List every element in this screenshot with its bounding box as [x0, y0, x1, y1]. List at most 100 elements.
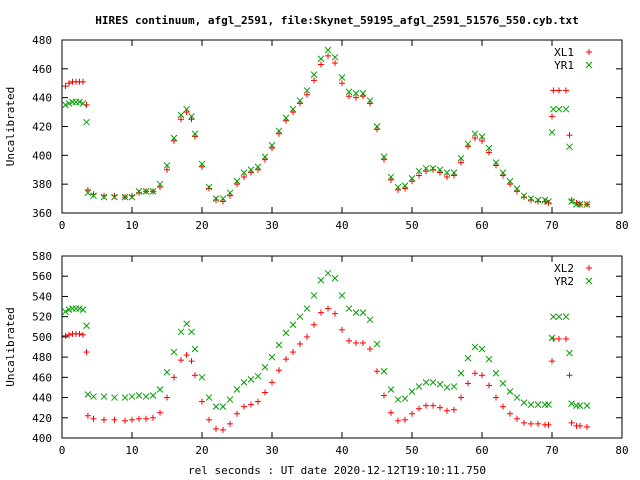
data-point: [325, 305, 331, 312]
x-tick-label: 0: [59, 444, 66, 457]
x-tick-label: 60: [475, 219, 488, 232]
data-point: [409, 178, 415, 185]
data-point: [360, 93, 366, 100]
data-point: [374, 368, 380, 375]
data-point: [198, 160, 206, 168]
data-point: [359, 89, 367, 97]
x-tick-label: 10: [125, 219, 138, 232]
data-point: [177, 328, 185, 336]
data-point: [444, 407, 450, 414]
data-point: [367, 100, 373, 107]
data-point: [443, 384, 451, 391]
data-point: [366, 316, 374, 324]
data-point: [164, 394, 170, 401]
legend-label: XL1: [554, 46, 574, 59]
data-point: [188, 328, 195, 336]
data-point: [583, 402, 591, 409]
data-point: [192, 133, 198, 140]
data-point: [499, 169, 507, 176]
data-point: [233, 386, 241, 393]
data-point: [188, 116, 195, 123]
data-point: [317, 55, 325, 63]
data-point: [142, 393, 150, 400]
data-point: [408, 175, 416, 182]
data-point: [353, 339, 359, 346]
data-point: [303, 305, 311, 312]
plot-frame: [61, 255, 623, 439]
data-point: [290, 109, 296, 116]
data-point: [566, 349, 573, 357]
x-tick-label: 10: [125, 444, 138, 457]
data-point: [359, 309, 367, 316]
data-point: [276, 367, 282, 374]
data-point: [507, 410, 513, 417]
data-point: [577, 422, 583, 429]
data-point: [205, 394, 213, 401]
data-point: [576, 402, 584, 409]
x-tick-label: 50: [405, 219, 418, 232]
data-point: [366, 97, 374, 104]
data-point: [100, 193, 108, 201]
data-point: [367, 346, 373, 353]
data-point: [170, 134, 178, 142]
data-point: [234, 181, 240, 188]
data-point: [566, 132, 573, 139]
data-point: [583, 200, 591, 208]
data-point: [79, 100, 87, 107]
data-point: [416, 405, 422, 412]
data-point: [213, 425, 219, 432]
data-point: [84, 186, 91, 193]
data-point: [254, 372, 262, 380]
data-point: [248, 401, 254, 408]
data-point: [394, 183, 402, 191]
data-point: [479, 372, 485, 379]
data-point: [220, 426, 226, 433]
y-tick-label: 500: [32, 331, 52, 344]
data-point: [310, 71, 318, 78]
data-point: [142, 188, 150, 195]
data-point: [514, 415, 520, 422]
data-point: [247, 376, 255, 383]
legend-label: YR1: [554, 59, 574, 72]
data-point: [492, 159, 500, 166]
data-point: [90, 393, 97, 400]
data-point: [183, 105, 190, 113]
data-point: [188, 113, 195, 120]
data-point: [464, 140, 472, 148]
y-tick-label: 420: [32, 121, 52, 134]
data-point: [506, 177, 514, 185]
data-point: [62, 83, 69, 90]
data-point: [80, 331, 86, 338]
y-tick-label: 400: [32, 149, 52, 162]
data-point: [373, 123, 381, 130]
y-tick-label: 460: [32, 371, 52, 384]
data-point: [212, 403, 220, 411]
x-tick-label: 30: [265, 219, 278, 232]
data-point: [170, 348, 178, 356]
data-point: [79, 306, 87, 313]
data-point: [262, 389, 268, 396]
data-point: [129, 416, 135, 423]
data-point: [332, 310, 338, 317]
data-point: [387, 386, 395, 393]
data-point: [545, 421, 552, 428]
data-point: [90, 415, 97, 422]
legend-marker: [585, 277, 593, 285]
data-point: [191, 130, 199, 138]
data-point: [443, 169, 451, 176]
data-point: [149, 188, 157, 195]
data-point: [332, 60, 338, 67]
data-point: [219, 195, 227, 202]
data-point: [423, 168, 429, 175]
data-point: [353, 94, 359, 101]
data-point: [331, 274, 339, 282]
data-point: [188, 358, 195, 365]
data-point: [297, 340, 303, 347]
data-point: [297, 100, 303, 107]
data-point: [255, 166, 261, 173]
data-point: [324, 46, 332, 54]
data-point: [485, 355, 493, 363]
data-point: [212, 195, 220, 202]
data-point: [241, 403, 247, 410]
